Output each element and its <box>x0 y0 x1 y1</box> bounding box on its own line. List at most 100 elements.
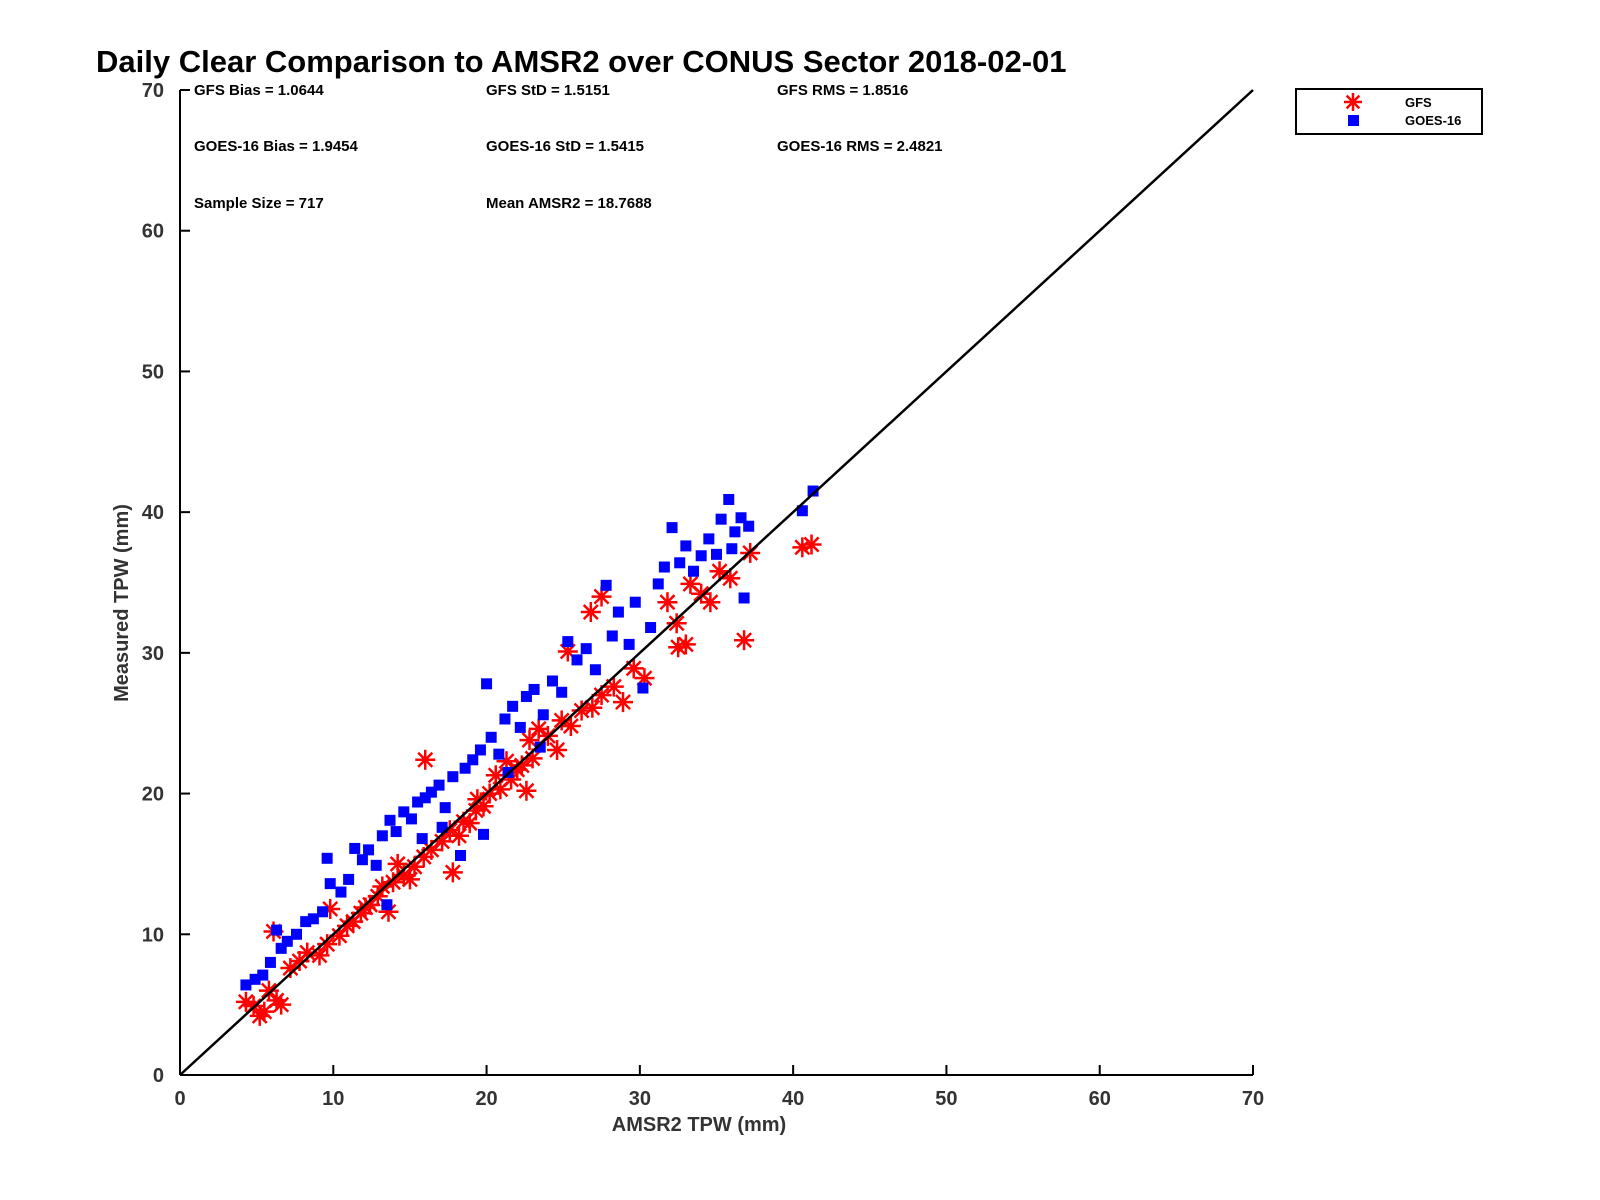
goes16-point <box>580 643 592 655</box>
goes16-point <box>281 935 293 947</box>
gfs-point <box>442 862 463 883</box>
y-tick-label: 50 <box>142 361 164 383</box>
goes16-point <box>537 709 549 721</box>
goes16-point <box>467 754 479 766</box>
goes16-point <box>264 956 276 968</box>
gfs-point <box>792 537 813 558</box>
y-tick-label: 0 <box>153 1065 164 1087</box>
goes16-point <box>715 513 727 525</box>
gfs-point <box>657 592 678 613</box>
y-axis-label: Measured TPW (mm) <box>111 504 133 702</box>
x-tick-label: 20 <box>475 1088 497 1110</box>
gfs-point <box>258 980 279 1001</box>
gfs-point <box>666 613 687 634</box>
goes16-point <box>249 973 261 985</box>
goes16-point <box>271 924 283 936</box>
goes16-point <box>723 493 735 505</box>
goes16-point <box>240 979 252 991</box>
gfs-point <box>317 934 338 955</box>
goes16-point <box>807 485 819 497</box>
goes16-point <box>743 520 755 532</box>
goes16-point <box>735 512 747 524</box>
goes16-point <box>317 906 329 918</box>
gfs-point <box>516 780 537 801</box>
legend-goes-label: GOES-16 <box>1405 113 1461 128</box>
gfs-point <box>511 755 532 776</box>
goes16-point <box>738 592 750 604</box>
y-tick-label: 40 <box>142 502 164 524</box>
goes16-point <box>455 849 467 861</box>
x-tick-label: 0 <box>174 1088 185 1110</box>
goes16-point <box>307 913 319 925</box>
goes16-point <box>384 814 396 826</box>
goes16-point <box>652 578 664 590</box>
goes16-point <box>300 916 312 928</box>
goes16-point <box>623 638 635 650</box>
goes16-point <box>589 664 601 676</box>
gfs-point <box>580 602 601 623</box>
goes16-point <box>711 548 722 560</box>
goes16-point <box>398 806 410 818</box>
data-points <box>235 485 822 1026</box>
goes16-point <box>390 826 402 838</box>
gfs-point <box>582 697 603 718</box>
legend-goes-marker <box>1348 115 1359 126</box>
gfs-bias-stat: GFS Bias = 1.0644 <box>194 82 324 99</box>
goes16-point <box>514 721 526 733</box>
goes16-point <box>556 686 568 698</box>
x-axis-label: AMSR2 TPW (mm) <box>612 1114 786 1136</box>
goes16-point <box>499 713 511 725</box>
goes16-point <box>695 550 707 562</box>
goes16-point <box>349 842 361 854</box>
stats-block: GFS Bias = 1.0644 GFS StD = 1.5151 GFS R… <box>194 82 943 212</box>
goes16-point <box>356 854 368 866</box>
goes16-point <box>703 533 715 545</box>
legend: GFS GOES-16 <box>1295 88 1483 135</box>
goes16-point <box>507 700 519 712</box>
goes16-point <box>290 928 302 940</box>
one-to-one-line <box>179 89 1254 1076</box>
gfs-point <box>459 813 480 834</box>
goes-std-stat: GOES-16 StD = 1.5415 <box>486 138 644 155</box>
x-tick-label: 70 <box>1242 1088 1264 1110</box>
goes16-point <box>405 813 417 825</box>
goes16-point <box>629 596 641 608</box>
gfs-std-stat: GFS StD = 1.5151 <box>486 82 610 99</box>
goes-bias-stat: GOES-16 Bias = 1.9454 <box>194 138 359 155</box>
goes16-point <box>376 830 388 842</box>
gfs-point <box>383 872 404 893</box>
legend-box <box>1295 88 1483 135</box>
goes16-point <box>363 844 375 856</box>
gfs-point <box>675 634 696 655</box>
goes16-point <box>493 748 505 760</box>
legend-gfs-marker <box>1344 93 1362 111</box>
goes16-point <box>571 654 583 666</box>
gfs-point <box>387 853 408 874</box>
gfs-point <box>612 692 633 713</box>
gfs-point <box>734 630 755 651</box>
goes16-point <box>680 540 692 552</box>
chart-title: Daily Clear Comparison to AMSR2 over CON… <box>96 44 1067 79</box>
goes16-point <box>275 942 287 954</box>
x-tick-label: 10 <box>322 1088 344 1110</box>
goes16-point <box>257 969 269 981</box>
goes16-point <box>439 802 451 814</box>
goes16-point <box>546 675 558 687</box>
y-tick-label: 70 <box>142 80 164 102</box>
goes16-point <box>729 526 741 538</box>
x-tick-label: 60 <box>1089 1088 1111 1110</box>
goes16-point <box>726 543 738 555</box>
y-tick-label: 10 <box>142 924 164 946</box>
goes16-point <box>459 762 471 774</box>
goes16-point <box>600 579 612 591</box>
plot-axes <box>179 90 1253 1076</box>
goes16-point <box>485 731 497 743</box>
goes16-point <box>666 522 678 534</box>
goes16-point <box>412 796 424 808</box>
legend-gfs-label: GFS <box>1405 95 1432 110</box>
y-tick-label: 60 <box>142 221 164 243</box>
gfs-point <box>700 592 721 613</box>
x-tick-label: 30 <box>629 1088 651 1110</box>
goes16-point <box>534 741 546 753</box>
